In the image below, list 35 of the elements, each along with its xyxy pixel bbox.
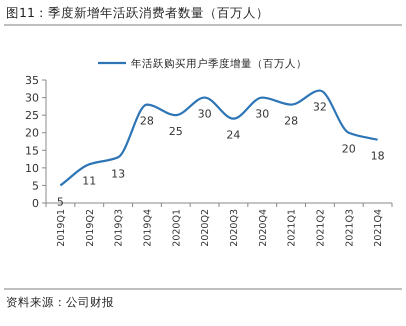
data-label: 32 <box>312 100 327 114</box>
y-tick-label: 35 <box>25 74 39 87</box>
legend: 年活跃购买用户季度增量（百万人） <box>98 58 307 70</box>
x-tick-label: 2019Q3 <box>114 209 125 247</box>
x-tick-label: 2019Q2 <box>84 209 96 247</box>
data-label: 30 <box>255 108 270 121</box>
y-tick-label: 15 <box>25 144 39 158</box>
y-tick-label: 0 <box>32 197 39 210</box>
x-tick-label: 2020Q2 <box>200 209 212 247</box>
data-label: 30 <box>198 108 212 121</box>
x-tick-label: 2021Q3 <box>344 209 356 247</box>
y-tick-label: 30 <box>25 92 39 105</box>
legend-label: 年活跃购买用户季度增量（百万人） <box>131 57 307 70</box>
text: 资料来源：公司财报 <box>6 295 114 309</box>
data-label: 18 <box>370 150 385 163</box>
chart-title: 图11：季度新增年活跃消费者数量（百万人） <box>6 5 269 20</box>
y-tick-label: 20 <box>25 126 39 140</box>
data-label: 25 <box>168 125 183 138</box>
x-tick-label: 2020Q3 <box>228 209 240 247</box>
x-tick-label: 2019Q4 <box>142 209 154 247</box>
data-label: 20 <box>342 142 356 156</box>
x-tick-label: 2021Q4 <box>373 209 384 247</box>
y-tick-label: 25 <box>25 109 39 122</box>
y-tick-label: 5 <box>32 179 39 192</box>
data-label: 28 <box>284 114 298 128</box>
x-tick-label: 2020Q1 <box>171 209 182 247</box>
x-tick-label: 2019Q1 <box>56 209 67 247</box>
data-label: 11 <box>82 174 96 188</box>
x-tick-label: 2021Q2 <box>315 209 326 247</box>
data-label: 24 <box>226 128 240 142</box>
data-label: 13 <box>111 167 126 180</box>
x-tick-label: 2021Q1 <box>286 209 298 247</box>
y-tick-label: 10 <box>25 162 39 175</box>
x-tick-label: 2020Q4 <box>258 209 269 247</box>
data-label: 28 <box>140 114 154 128</box>
